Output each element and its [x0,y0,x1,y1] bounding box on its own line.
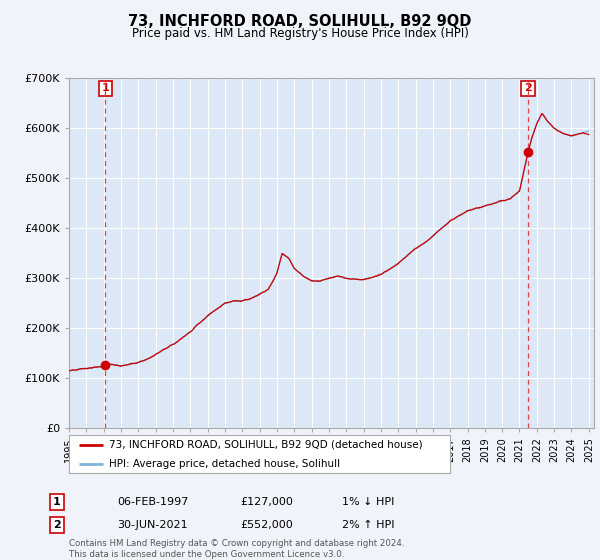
Text: 73, INCHFORD ROAD, SOLIHULL, B92 9QD (detached house): 73, INCHFORD ROAD, SOLIHULL, B92 9QD (de… [109,440,422,450]
Text: 1% ↓ HPI: 1% ↓ HPI [342,497,394,507]
Text: £127,000: £127,000 [240,497,293,507]
Text: 2% ↑ HPI: 2% ↑ HPI [342,520,395,530]
Text: 1: 1 [53,497,61,507]
Text: 73, INCHFORD ROAD, SOLIHULL, B92 9QD: 73, INCHFORD ROAD, SOLIHULL, B92 9QD [128,14,472,29]
Text: Contains HM Land Registry data © Crown copyright and database right 2024.
This d: Contains HM Land Registry data © Crown c… [69,539,404,559]
Text: 2: 2 [524,83,532,94]
Text: 2: 2 [53,520,61,530]
Text: Price paid vs. HM Land Registry's House Price Index (HPI): Price paid vs. HM Land Registry's House … [131,27,469,40]
Text: HPI: Average price, detached house, Solihull: HPI: Average price, detached house, Soli… [109,459,340,469]
Text: 06-FEB-1997: 06-FEB-1997 [117,497,188,507]
Text: 1: 1 [101,83,109,94]
Text: 30-JUN-2021: 30-JUN-2021 [117,520,188,530]
Text: £552,000: £552,000 [240,520,293,530]
